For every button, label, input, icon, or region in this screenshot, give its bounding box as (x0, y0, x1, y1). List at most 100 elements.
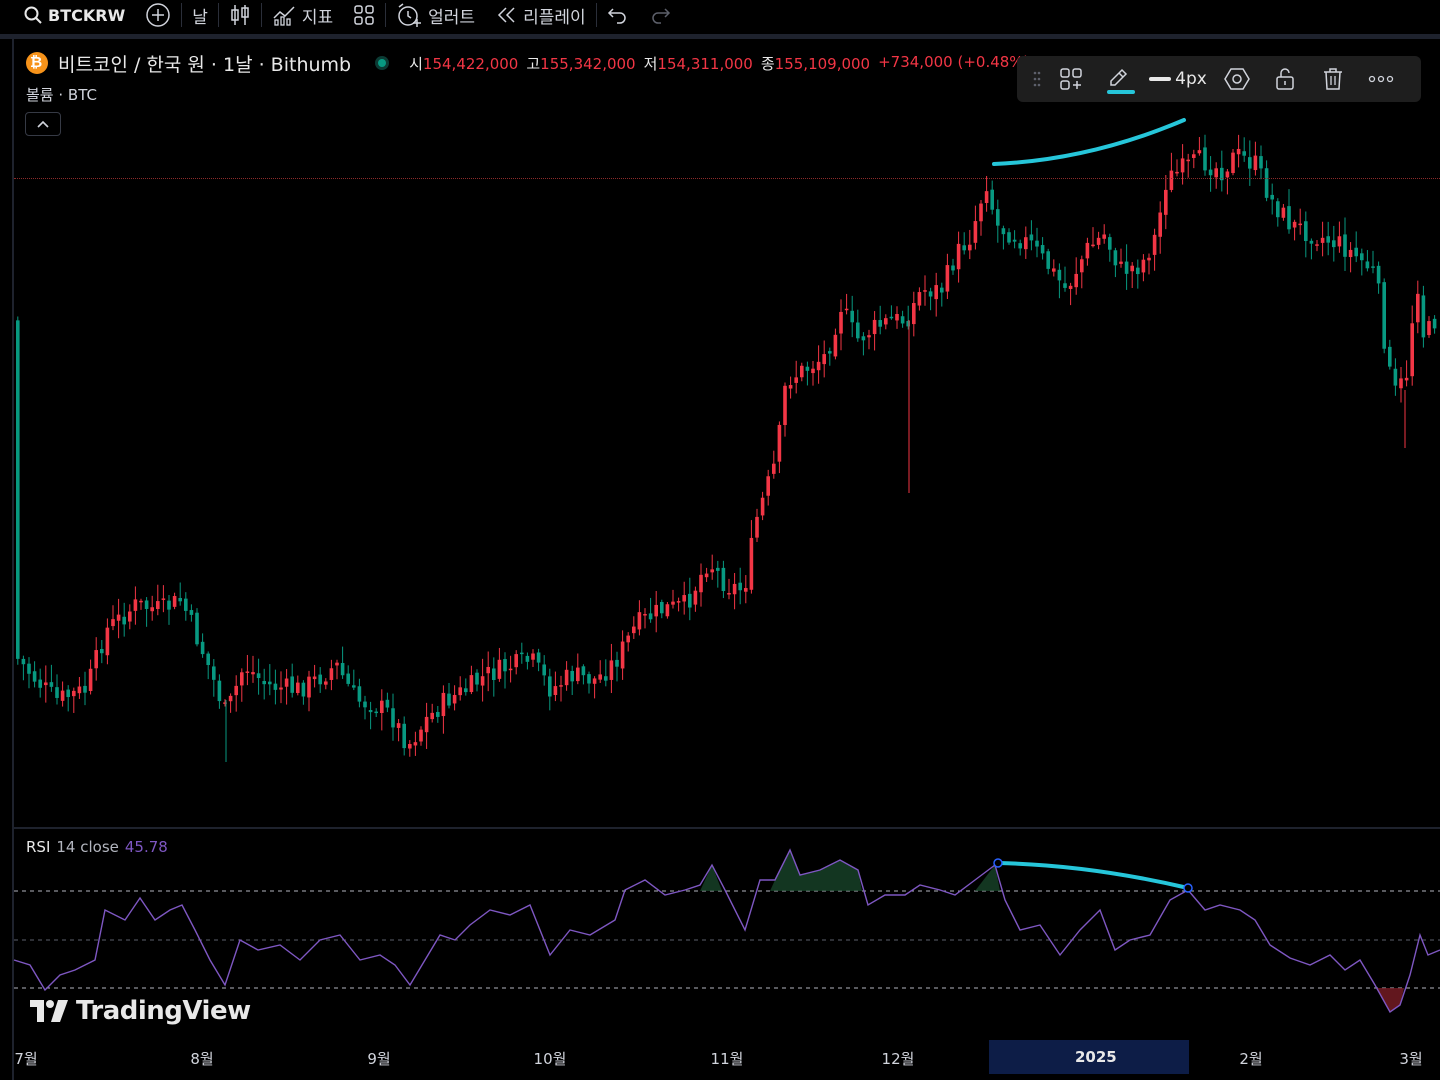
templates-button[interactable] (343, 0, 385, 30)
legend-title[interactable]: 비트코인 / 한국 원 · 1날 · Bithumb (58, 53, 352, 76)
line-width-icon (1149, 77, 1172, 81)
interval-button[interactable]: 날 (182, 0, 218, 30)
candle-body (380, 700, 384, 714)
templates-button[interactable] (1047, 56, 1095, 102)
candle-body (1376, 265, 1381, 284)
collapse-legend-button[interactable] (25, 112, 61, 136)
delete-button[interactable] (1309, 56, 1357, 102)
candle-body (816, 361, 821, 371)
candle-body (766, 476, 770, 496)
candle-body (307, 676, 311, 698)
candle-body (520, 652, 524, 655)
rsi-line (13, 848, 1440, 1014)
candle-body (88, 668, 93, 692)
candle-body (1337, 236, 1342, 247)
candle-body (352, 685, 356, 688)
replay-button[interactable]: 리플레이 (485, 0, 596, 30)
candle-body (564, 669, 569, 686)
candle-body (777, 424, 782, 462)
open-key: 시 (409, 54, 423, 73)
market-status-icon[interactable] (375, 56, 390, 70)
candle-body (1220, 167, 1224, 181)
candle-body (996, 209, 1000, 226)
indicators-button[interactable]: 지표 (262, 0, 343, 30)
alerts-button[interactable]: 얼러트 (386, 0, 485, 30)
candle-body (228, 695, 233, 702)
replay-label: 리플레이 (523, 7, 586, 28)
candle-body (1393, 368, 1398, 386)
chevron-up-icon (37, 120, 49, 128)
rsi-pane (13, 848, 1440, 1014)
pane-separator[interactable] (14, 827, 1440, 829)
candle-body (744, 588, 748, 592)
candle-body (1248, 157, 1252, 169)
candle-body (262, 680, 266, 685)
more-options-button[interactable] (1357, 56, 1405, 102)
undo-button[interactable] (597, 0, 639, 30)
rsi-name: RSI (26, 838, 51, 856)
drag-handle[interactable] (1027, 56, 1047, 102)
time-axis[interactable]: 2025 7월 8월 9월 10월 11월 12월 2월 3월 (14, 1040, 1440, 1074)
candle-body (44, 682, 48, 686)
rsi-legend[interactable]: RSI 14 close 45.78 (26, 838, 168, 856)
close-value: 155,109,000 (774, 54, 871, 73)
tradingview-watermark[interactable]: TradingView (30, 996, 251, 1026)
candle-body (1063, 283, 1067, 288)
candle-body (1091, 244, 1095, 247)
candle-body (1040, 245, 1045, 254)
candle-body (363, 701, 367, 708)
candle-body (1382, 282, 1386, 349)
low-key: 저 (643, 54, 658, 73)
trash-icon (1324, 68, 1342, 90)
settings-button[interactable] (1213, 56, 1261, 102)
line-width-button[interactable]: 4px (1143, 56, 1213, 102)
candle-body (1253, 155, 1258, 171)
candle-body (223, 702, 227, 704)
rsi-trendline (996, 861, 1190, 890)
last-price-line (14, 178, 1440, 179)
candle-body (755, 516, 759, 538)
candle-body (480, 676, 485, 686)
candle-body (492, 668, 496, 681)
candle-body (49, 682, 54, 687)
candle-body (1029, 234, 1034, 241)
candle-body (1208, 169, 1213, 176)
redo-button[interactable] (639, 0, 681, 30)
candle-body (1052, 268, 1056, 272)
candle-body (542, 664, 546, 676)
candle-body (167, 600, 171, 610)
candle-body (385, 699, 390, 708)
compare-button[interactable] (135, 0, 181, 30)
candle-body (1141, 259, 1146, 273)
candle-body (256, 673, 261, 679)
volume-legend[interactable]: 볼륨 · BTC (26, 86, 97, 104)
top-toolbar: BTCKRW 날 지표 얼러트 리플레이 (0, 0, 1440, 30)
candle-body (1102, 234, 1106, 239)
candle-body (128, 611, 132, 622)
symbol-search[interactable]: BTCKRW (0, 0, 135, 30)
candle-body (788, 385, 793, 389)
chart-type-button[interactable] (219, 0, 261, 30)
candle-body (637, 612, 642, 630)
candle-body (900, 316, 905, 324)
candle-body (1203, 147, 1207, 171)
candle-body (402, 723, 406, 749)
candle-body (279, 687, 283, 690)
candle-body (984, 191, 989, 203)
candle-body (1410, 323, 1414, 377)
time-highlight-label: 2025 (1075, 1048, 1117, 1066)
candle-body (156, 601, 160, 609)
candle-body (1421, 295, 1426, 338)
candle-body (1158, 212, 1162, 237)
lock-button[interactable] (1261, 56, 1309, 102)
candle-body (682, 595, 686, 602)
candle-body (1354, 247, 1358, 257)
chart-frame (12, 39, 1440, 1080)
low-value: 154,311,000 (657, 54, 753, 73)
candle-body (531, 653, 535, 660)
candle-body (1108, 237, 1112, 250)
candle-body (732, 583, 737, 595)
line-color-button[interactable] (1095, 56, 1143, 102)
drawings-layer[interactable] (992, 118, 1193, 893)
